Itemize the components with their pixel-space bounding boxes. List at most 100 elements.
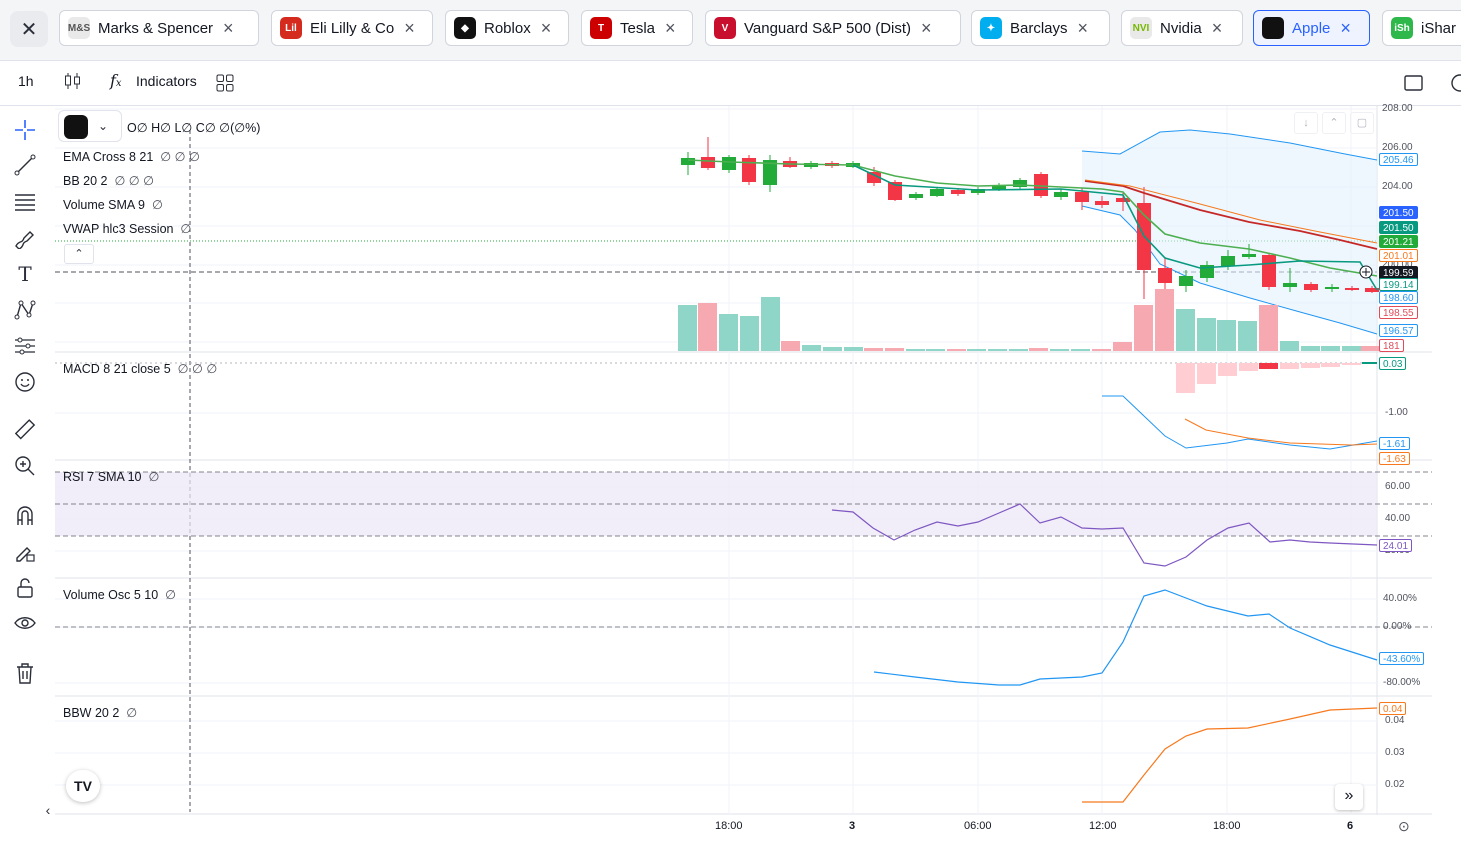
- volume-osc-legend-values: ∅: [165, 588, 177, 602]
- ema-legend[interactable]: EMA Cross 8 21 ∅ ∅ ∅: [63, 149, 200, 164]
- close-chart-button[interactable]: ✕: [10, 11, 48, 47]
- tab-logo-icon: iSh: [1391, 17, 1413, 39]
- tab-close-icon[interactable]: ×: [921, 17, 932, 38]
- layouts-grid-icon[interactable]: [216, 74, 234, 95]
- tab-label: Roblox: [484, 19, 531, 37]
- magnet-icon[interactable]: [13, 504, 37, 528]
- fib-retracement-icon[interactable]: [13, 190, 37, 214]
- scroll-to-realtime-button[interactable]: »: [1335, 784, 1363, 810]
- tab-logo-icon: V: [714, 17, 736, 39]
- tab-vanguard-s-p-500-dist-[interactable]: V Vanguard S&P 500 (Dist) ×: [705, 10, 961, 46]
- pane-maximize-icon[interactable]: ▢: [1350, 112, 1374, 134]
- collapse-legend-button[interactable]: ⌃: [64, 244, 94, 264]
- ema-legend-values: ∅ ∅ ∅: [160, 150, 200, 164]
- vwap-legend[interactable]: VWAP hlc3 Session ∅: [63, 221, 191, 236]
- macd-legend[interactable]: MACD 8 21 close 5 ∅ ∅ ∅: [63, 361, 217, 376]
- eye-icon[interactable]: [13, 612, 37, 636]
- tab-roblox[interactable]: ◆ Roblox ×: [445, 10, 569, 46]
- tab-close-icon[interactable]: ×: [1340, 17, 1351, 38]
- volume-bar: [802, 345, 821, 351]
- bbw-tag: 0.04: [1379, 702, 1407, 715]
- axis-settings-icon[interactable]: ⊙: [1398, 818, 1410, 834]
- apple-logo-icon: [64, 115, 88, 139]
- trash-icon[interactable]: [13, 661, 37, 685]
- tab-close-icon[interactable]: ×: [1077, 17, 1089, 38]
- candle-body: [1221, 256, 1235, 266]
- macd-tag: -1.63: [1379, 452, 1410, 465]
- collapse-toolbar-icon[interactable]: ‹: [45, 802, 51, 818]
- crosshair-icon[interactable]: [13, 118, 37, 142]
- tradingview-logo[interactable]: TV: [66, 770, 100, 802]
- text-tool-icon[interactable]: T: [18, 262, 32, 286]
- volume-bar: [761, 297, 780, 351]
- tab-logo-icon: [1262, 17, 1284, 39]
- zoom-in-icon[interactable]: [13, 454, 37, 478]
- volume-bar: [864, 348, 883, 351]
- volume-legend[interactable]: Volume SMA 9 ∅: [63, 197, 163, 212]
- bbw-legend-values: ∅: [126, 706, 138, 720]
- tab-close-icon[interactable]: ×: [404, 17, 415, 38]
- tab-logo-icon: T: [590, 17, 612, 39]
- tab-ishar[interactable]: iSh iShar: [1382, 10, 1461, 46]
- tab-close-icon[interactable]: ×: [1211, 17, 1223, 38]
- candle-body: [951, 190, 965, 194]
- macd-axis-label: -1.00: [1385, 407, 1408, 418]
- emoji-icon[interactable]: [13, 370, 37, 394]
- bb-legend[interactable]: BB 20 2 ∅ ∅ ∅: [63, 173, 154, 188]
- tab-label: Marks & Spencer: [98, 19, 214, 37]
- trend-line-icon[interactable]: [13, 153, 37, 177]
- price-tag: 199.14: [1379, 278, 1418, 291]
- pane-collapse-icon[interactable]: ⌃: [1322, 112, 1346, 134]
- ema-legend-title: EMA Cross 8 21: [63, 150, 154, 164]
- tab-nvidia[interactable]: NVI Nvidia ×: [1121, 10, 1243, 46]
- tab-eli-lilly-co[interactable]: Lil Eli Lilly & Co ×: [271, 10, 433, 46]
- volume-bar: [967, 349, 986, 351]
- lock-icon[interactable]: [13, 576, 37, 600]
- lock-pencil-icon[interactable]: [13, 540, 37, 564]
- tab-apple[interactable]: Apple ×: [1253, 10, 1370, 46]
- vwap-legend-values: ∅: [180, 222, 192, 236]
- bbw-legend[interactable]: BBW 20 2 ∅: [63, 705, 137, 720]
- tab-marks-spencer[interactable]: M&S Marks & Spencer ×: [59, 10, 259, 46]
- price-tag: 201.21: [1379, 235, 1418, 248]
- time-axis-label: 3: [849, 820, 856, 832]
- fullscreen-icon[interactable]: [1404, 74, 1424, 95]
- volume-osc-line: [873, 589, 1378, 686]
- ruler-icon[interactable]: [13, 418, 37, 442]
- symbol-tab-bar: ✕ M&S Marks & Spencer × Lil Eli Lilly & Co × ◆…: [0, 0, 1461, 61]
- settings-gear-icon[interactable]: [1449, 72, 1461, 97]
- tab-close-icon[interactable]: ×: [665, 17, 676, 38]
- macd-histogram-bar: [1218, 363, 1237, 376]
- tab-barclays[interactable]: ✦ Barclays ×: [971, 10, 1110, 46]
- candle-body: [1345, 288, 1359, 290]
- tab-tesla[interactable]: T Tesla ×: [581, 10, 693, 46]
- volume-bar: [988, 349, 1007, 351]
- function-icon[interactable]: fx: [110, 71, 122, 90]
- volume-bar: [1280, 341, 1299, 351]
- indicators-button[interactable]: Indicators: [136, 73, 197, 89]
- symbol-selector[interactable]: ⌄: [58, 110, 122, 142]
- osc-tag: -43.60%: [1379, 652, 1425, 665]
- volume-bar: [1361, 346, 1380, 351]
- rsi-legend-title: RSI 7 SMA 10: [63, 470, 142, 484]
- pane-down-icon[interactable]: ↓: [1294, 112, 1318, 134]
- interval-button[interactable]: 1h: [18, 73, 34, 89]
- pattern-icon[interactable]: [13, 298, 37, 322]
- volume-bar: [1176, 309, 1195, 351]
- tab-close-icon[interactable]: ×: [223, 17, 234, 38]
- macd-legend-values: ∅ ∅ ∅: [177, 362, 218, 376]
- volume-bar: [1217, 320, 1236, 351]
- price-tag: 201.50: [1379, 206, 1418, 219]
- prediction-tool-icon[interactable]: [13, 334, 37, 358]
- candle-body: [971, 189, 985, 193]
- volume-bar: [1238, 321, 1257, 351]
- brush-icon[interactable]: [13, 226, 37, 250]
- macd-tag: -1.61: [1379, 437, 1410, 450]
- candle-body: [1283, 283, 1297, 287]
- chevron-down-icon: ⌄: [98, 119, 109, 133]
- tab-close-icon[interactable]: ×: [540, 17, 552, 38]
- candles-icon[interactable]: [64, 71, 82, 94]
- volume-osc-legend[interactable]: Volume Osc 5 10 ∅: [63, 587, 176, 602]
- rsi-legend[interactable]: RSI 7 SMA 10 ∅: [63, 469, 159, 484]
